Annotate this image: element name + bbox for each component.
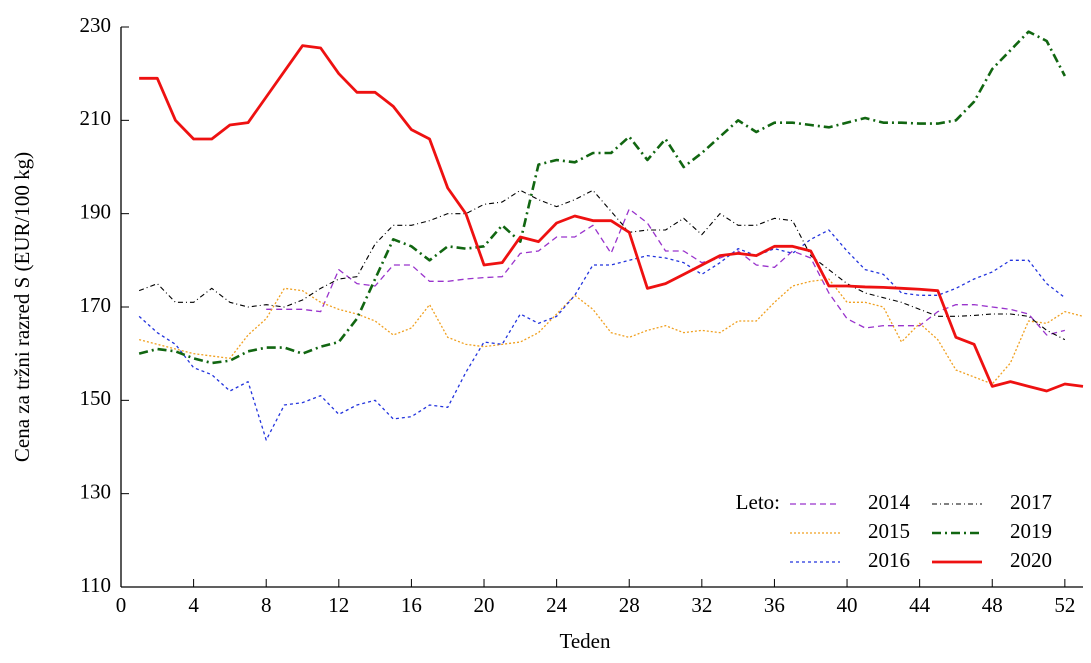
x-tick-label: 36 (764, 593, 785, 617)
x-tick-label: 32 (691, 593, 712, 617)
series-line (138, 229, 1066, 441)
y-tick-label: 130 (80, 479, 112, 503)
x-tick-label: 44 (909, 593, 931, 617)
legend-label: 2014 (868, 490, 911, 514)
legend-label: 2019 (1010, 519, 1052, 543)
y-tick-label: 110 (80, 573, 111, 597)
y-axis-label: Cena za tržni razred S (EUR/100 kg) (10, 152, 34, 462)
y-tick-label: 170 (80, 293, 112, 317)
x-tick-label: 0 (116, 593, 127, 617)
y-tick-label: 230 (80, 13, 112, 37)
x-tick-label: 40 (837, 593, 858, 617)
series-line (138, 30, 1067, 365)
x-tick-label: 20 (474, 593, 495, 617)
legend-label: 2016 (868, 548, 910, 572)
legend-title: Leto: (736, 490, 780, 514)
x-tick-label: 48 (982, 593, 1003, 617)
x-tick-label: 4 (188, 593, 199, 617)
y-tick-label: 190 (80, 199, 112, 223)
x-tick-label: 8 (261, 593, 272, 617)
series-line (138, 189, 1066, 341)
x-axis-label: Teden (559, 629, 611, 653)
x-tick-label: 52 (1054, 593, 1075, 617)
legend-label: 2015 (868, 519, 910, 543)
x-tick-label: 24 (546, 593, 568, 617)
series-line (266, 208, 1066, 336)
y-tick-label: 210 (80, 106, 112, 130)
legend-label: 2020 (1010, 548, 1052, 572)
y-tick-label: 150 (80, 386, 112, 410)
x-tick-label: 16 (401, 593, 422, 617)
x-tick-label: 12 (328, 593, 349, 617)
x-tick-label: 28 (619, 593, 640, 617)
series-line (138, 278, 1084, 385)
series-line (139, 44, 1084, 393)
legend-label: 2017 (1010, 490, 1052, 514)
